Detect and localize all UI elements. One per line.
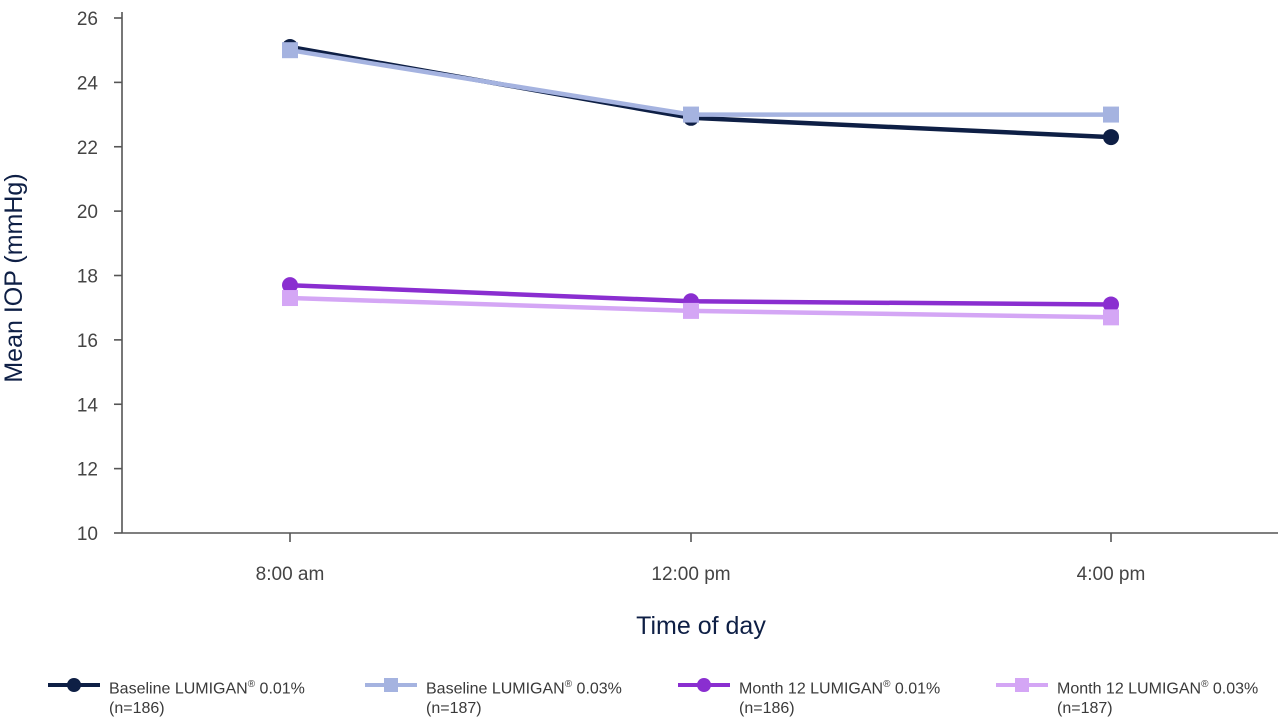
data-point-square [1103, 106, 1119, 123]
legend-label: Baseline LUMIGAN® 0.03% (n=187) [426, 679, 622, 718]
y-tick-label: 22 [77, 138, 98, 159]
series-1 [282, 42, 1119, 123]
legend-item-baseline-001: Baseline LUMIGAN® 0.01% (n=186) [48, 672, 305, 719]
x-tick-label: 8:00 am [256, 564, 325, 585]
data-point-square [683, 302, 699, 319]
x-axis-ticks: 8:00 am 12:00 pm 4:00 pm [256, 533, 1146, 585]
data-point-square [683, 106, 699, 123]
legend-label: Month 12 LUMIGAN® 0.01% (n=186) [739, 679, 941, 718]
legend: Baseline LUMIGAN® 0.01% (n=186) Baseline… [0, 672, 1280, 719]
y-axis-title: Mean IOP (mmHg) [0, 173, 28, 382]
y-tick-label: 20 [77, 202, 98, 223]
y-tick-label: 18 [77, 267, 98, 288]
legend-item-month12-003: Month 12 LUMIGAN® 0.03% (n=187) [996, 672, 1258, 719]
legend-swatch-circle-icon [48, 678, 100, 692]
legend-item-month12-001: Month 12 LUMIGAN® 0.01% (n=186) [678, 672, 940, 719]
legend-sample-size: (n=186) [739, 700, 795, 718]
data-point-circle [282, 277, 298, 294]
data-point-square [282, 42, 298, 59]
x-tick-label: 12:00 pm [651, 564, 730, 585]
series-2 [282, 277, 1119, 313]
legend-sample-size: (n=187) [426, 700, 482, 718]
legend-sample-size: (n=186) [109, 700, 165, 718]
series-line [289, 44, 1112, 140]
y-axis-ticks: 10 12 14 16 18 20 22 24 26 [77, 9, 122, 545]
series-0 [282, 38, 1119, 146]
axes [121, 12, 1278, 534]
legend-swatch-circle-icon [678, 678, 730, 692]
legend-swatch-square-icon [996, 678, 1048, 692]
x-tick-label: 4:00 pm [1077, 564, 1146, 585]
y-tick-label: 12 [77, 460, 98, 481]
y-tick-label: 10 [77, 524, 98, 545]
y-tick-label: 26 [77, 9, 98, 30]
data-point-square [282, 290, 298, 307]
legend-sample-size: (n=187) [1057, 700, 1113, 718]
legend-swatch-square-icon [365, 678, 417, 692]
y-tick-label: 16 [77, 331, 98, 352]
data-point-circle [1103, 296, 1119, 313]
x-axis-title: Time of day [636, 612, 766, 640]
series-3 [282, 290, 1119, 326]
data-point-circle [1103, 129, 1119, 146]
y-tick-label: 24 [77, 73, 99, 94]
series-group [282, 38, 1119, 326]
data-point-square [1103, 309, 1119, 326]
line-chart: 10 12 14 16 18 20 22 24 26 8:00 am 12:00 pm 4:00 p… [0, 9, 1278, 640]
legend-label: Month 12 LUMIGAN® 0.03% (n=187) [1057, 679, 1259, 718]
y-tick-label: 14 [77, 395, 99, 416]
series-line [289, 47, 1111, 117]
legend-item-baseline-003: Baseline LUMIGAN® 0.03% (n=187) [365, 672, 622, 719]
legend-label: Baseline LUMIGAN® 0.01% (n=186) [109, 679, 305, 718]
